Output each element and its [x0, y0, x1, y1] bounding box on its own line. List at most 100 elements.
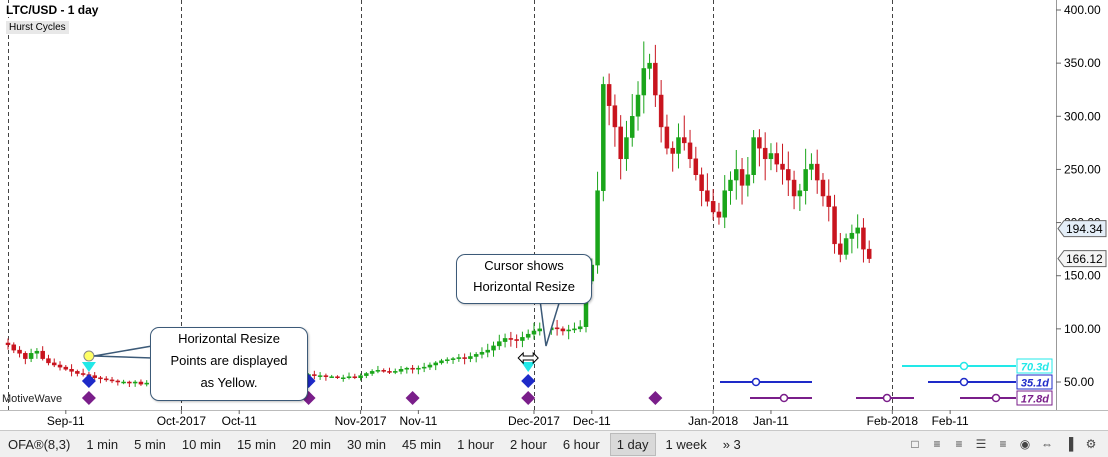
- settings-icon[interactable]: ⚙: [1085, 437, 1097, 451]
- resize-icon[interactable]: ⇔: [1041, 437, 1053, 451]
- cycle-marker-purple: [81, 391, 96, 405]
- callout-yellow-line3: as Yellow.: [200, 375, 258, 390]
- candle-body: [728, 179, 733, 191]
- x-tick-label: Jan-2018: [688, 414, 738, 428]
- chart-area[interactable]: 400.00350.00300.00250.00200.00150.00100.…: [0, 0, 1108, 430]
- cycle-marker-cyan: [521, 362, 536, 372]
- callout-cursor-line1: Cursor shows: [484, 258, 564, 273]
- bar-chart-icon[interactable]: ▐: [1064, 437, 1074, 451]
- candle-body: [734, 169, 739, 181]
- candle-body: [670, 147, 675, 154]
- candle-body: [144, 382, 149, 385]
- candle-body: [525, 333, 531, 338]
- candle-body: [618, 126, 623, 160]
- y-tick-label: 300.00: [1064, 109, 1101, 123]
- candle-body: [23, 353, 28, 359]
- callout-yellow-line2: Points are displayed: [170, 353, 288, 368]
- candle-body: [63, 366, 69, 370]
- candle-body: [416, 367, 421, 370]
- candle-body: [554, 327, 560, 330]
- cycle-marker-purple: [521, 391, 536, 405]
- interval-2-hour[interactable]: 2 hour: [509, 436, 547, 452]
- y-tick-label: 250.00: [1064, 162, 1101, 176]
- candle-body: [404, 367, 410, 370]
- candle-body: [664, 126, 670, 149]
- candle-body: [560, 328, 566, 332]
- interval-1-min[interactable]: 1 min: [86, 436, 119, 452]
- candle-body: [352, 376, 358, 378]
- x-tick-label: Feb-2018: [867, 414, 919, 428]
- candle-body: [439, 360, 444, 364]
- candle-body: [358, 375, 363, 378]
- candle-body: [606, 84, 612, 106]
- candle-body: [641, 68, 647, 96]
- candle-body: [109, 379, 115, 382]
- candle-body: [635, 94, 641, 117]
- price-label-box: [1057, 220, 1107, 238]
- candle-body: [508, 338, 514, 340]
- watermark: MotiveWave: [2, 393, 62, 405]
- callout-yellow-line1: Horizontal Resize: [178, 331, 280, 346]
- price-label-text: 194.34: [1066, 222, 1103, 236]
- candle-body: [520, 337, 525, 341]
- candle-body: [393, 371, 398, 373]
- interval-10-min[interactable]: 10 min: [181, 436, 221, 452]
- cycle-marker-cyan: [81, 362, 96, 372]
- clipboard-icon[interactable]: □: [911, 437, 919, 451]
- candle-body: [51, 362, 57, 366]
- bars-icon[interactable]: ≡: [999, 437, 1007, 451]
- candle-body: [121, 381, 126, 384]
- study-button[interactable]: OFA®(8,3): [8, 436, 71, 452]
- candle-body: [46, 358, 51, 364]
- candle-body: [514, 339, 519, 341]
- interval-1-week[interactable]: 1 week: [665, 436, 707, 452]
- interval-20-min[interactable]: 20 min: [291, 436, 332, 452]
- interval-15-min[interactable]: 15 min: [236, 436, 276, 452]
- interval-1-hour[interactable]: 1 hour: [457, 436, 494, 452]
- interval-6-hour[interactable]: 6 hour: [562, 436, 600, 452]
- candle-body: [820, 179, 826, 197]
- interval-30-min[interactable]: 30 min: [347, 436, 387, 452]
- align-right-icon[interactable]: ≡: [955, 437, 963, 451]
- cycle-projection-purple-dot: [779, 393, 789, 403]
- y-tick-label: 350.00: [1064, 56, 1101, 70]
- interval-»-3[interactable]: » 3: [722, 436, 741, 452]
- candle-body: [57, 364, 63, 368]
- candle-body: [745, 174, 751, 186]
- cycle-marker-purple: [405, 391, 420, 405]
- x-tick-label: Oct-11: [222, 414, 257, 428]
- candle-body: [445, 359, 450, 361]
- candle-body: [780, 163, 785, 170]
- candle-body: [861, 227, 866, 250]
- candle-body: [473, 354, 479, 357]
- x-tick-label: Sep-11: [47, 414, 85, 428]
- interval-5-min[interactable]: 5 min: [134, 436, 166, 452]
- align-left-icon[interactable]: ≡: [933, 437, 941, 451]
- interval-45-min[interactable]: 45 min: [402, 436, 442, 452]
- resize-point-yellow: [83, 350, 95, 362]
- list-icon[interactable]: ☰: [975, 437, 987, 451]
- candle-body: [115, 380, 121, 383]
- candle-body: [601, 84, 606, 191]
- interval-1-day[interactable]: 1 day: [609, 432, 656, 456]
- candle-body: [375, 370, 381, 372]
- candle-body: [346, 376, 352, 378]
- cycle-label-box: [1016, 358, 1053, 374]
- cycle-label-box: [1016, 374, 1053, 390]
- candle-body: [722, 190, 727, 218]
- candle-body: [410, 367, 415, 370]
- visibility-icon[interactable]: ◉: [1019, 437, 1031, 451]
- candle-body: [803, 169, 808, 191]
- chart-title: LTC/USD - 1 day: [6, 3, 99, 17]
- candle-body: [531, 330, 537, 335]
- price-label: 194.34: [1057, 220, 1107, 238]
- study-label[interactable]: Hurst Cycles: [6, 21, 69, 34]
- cycle-marker-blue: [81, 374, 96, 388]
- cycle-label: 17.8d: [1016, 390, 1053, 406]
- candle-body: [11, 344, 17, 351]
- cycle-label-box: [1016, 390, 1053, 406]
- candle-body: [577, 326, 583, 330]
- candle-body: [468, 356, 473, 359]
- candle-body: [774, 153, 779, 165]
- cycle-marker-blue: [521, 374, 536, 388]
